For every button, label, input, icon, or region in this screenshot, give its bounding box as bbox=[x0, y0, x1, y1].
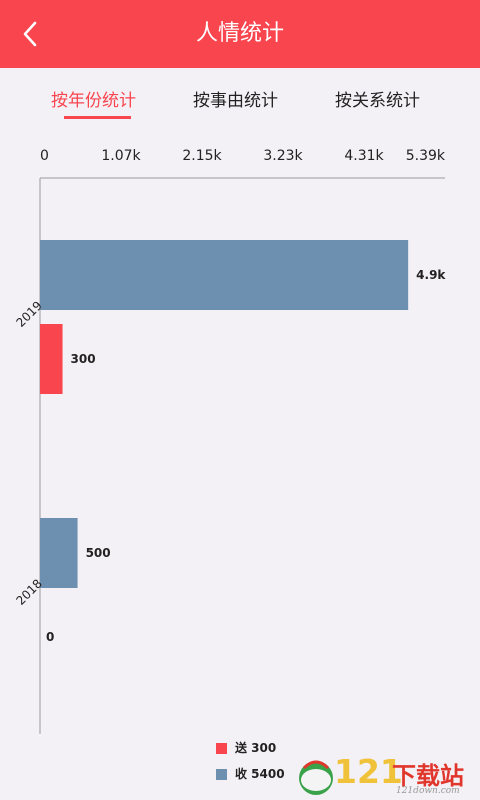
chart-legend: 送 300 收 5400 bbox=[216, 738, 285, 790]
globe-logo-icon bbox=[299, 760, 333, 795]
bar-chart: 0 1.07k 2.15k 3.23k 4.31k 5.39k4.9k3002019500… bbox=[13, 148, 446, 734]
active-tab-indicator bbox=[64, 116, 131, 119]
watermark-url: 121down.com bbox=[396, 786, 460, 796]
legend-item-receive: 收 5400 bbox=[216, 764, 285, 784]
x-tick-label: 5.39k bbox=[406, 148, 446, 164]
bar-data-label: 0 bbox=[46, 630, 54, 644]
x-tick-label: 4.31k bbox=[344, 148, 384, 164]
bar-data-label: 300 bbox=[71, 352, 96, 366]
bar bbox=[40, 324, 63, 394]
legend-swatch-receive bbox=[216, 768, 227, 780]
tab-by-year[interactable]: 按年份统计 bbox=[51, 91, 136, 111]
page-title: 人情统计 bbox=[195, 21, 284, 46]
x-tick-label: 0 bbox=[40, 148, 49, 164]
watermark-number: 121 bbox=[334, 752, 403, 791]
watermark-text: 下载站 bbox=[392, 762, 464, 790]
chevron-left-icon bbox=[23, 21, 37, 47]
legend-label-receive: 收 5400 bbox=[235, 767, 285, 781]
bar-data-label: 4.9k bbox=[416, 268, 446, 282]
x-tick-label: 1.07k bbox=[101, 148, 141, 164]
bar bbox=[40, 240, 409, 310]
x-tick-label: 3.23k bbox=[263, 148, 303, 164]
legend-swatch-send bbox=[216, 742, 227, 754]
legend-label-send: 送 300 bbox=[235, 741, 277, 755]
x-tick-label: 2.15k bbox=[182, 148, 222, 164]
back-button[interactable] bbox=[10, 14, 50, 54]
tab-bar: 按年份统计 按事由统计 按关系统计 bbox=[0, 68, 480, 130]
site-watermark: 121 下载站 121down.com bbox=[296, 752, 476, 800]
app-header: 人情统计 bbox=[0, 0, 480, 68]
tab-by-relation[interactable]: 按关系统计 bbox=[335, 91, 420, 111]
bar bbox=[40, 518, 78, 588]
tab-by-reason[interactable]: 按事由统计 bbox=[193, 91, 278, 111]
legend-item-send: 送 300 bbox=[216, 738, 285, 758]
bar-data-label: 500 bbox=[86, 546, 111, 560]
